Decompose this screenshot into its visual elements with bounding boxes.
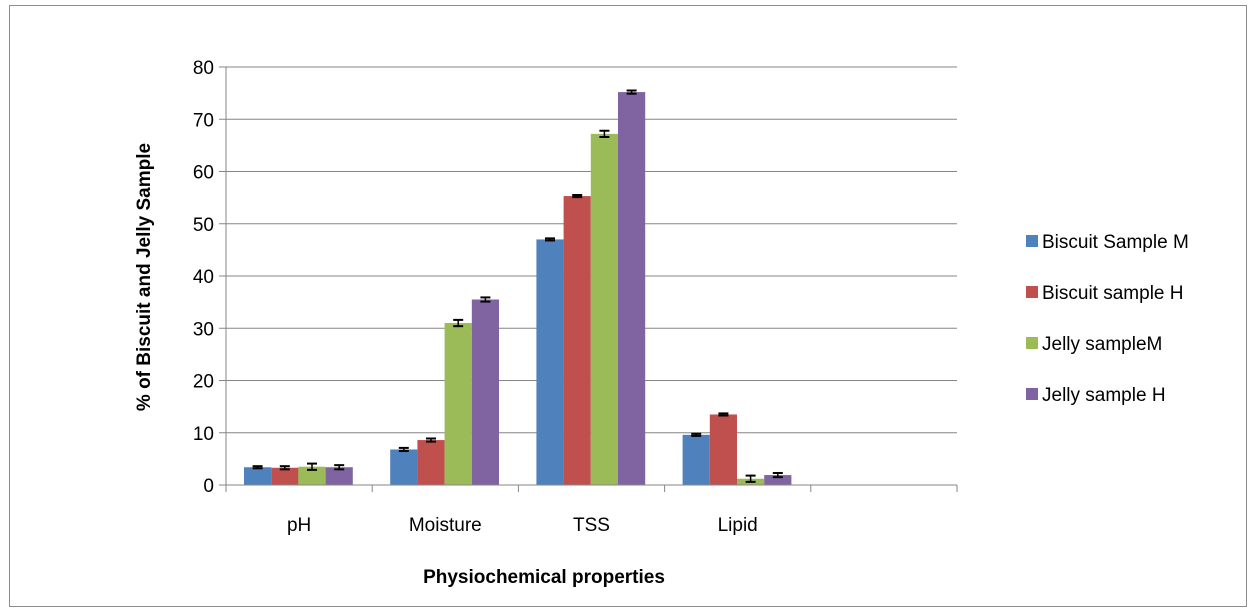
legend-swatch <box>1026 388 1038 400</box>
x-axis-title: Physiochemical properties <box>423 567 665 588</box>
y-tick-labels: 0 10 20 30 40 50 60 70 80 <box>193 58 214 497</box>
legend-swatch <box>1026 235 1038 247</box>
x-tick-label: pH <box>287 515 311 536</box>
legend-label: Biscuit Sample M <box>1042 232 1189 253</box>
legend-label: Biscuit sample H <box>1042 283 1184 304</box>
y-tick-label: 10 <box>193 424 214 445</box>
legend-label: Jelly sampleM <box>1042 334 1162 355</box>
bar <box>618 92 646 485</box>
y-tick-label: 0 <box>203 476 214 497</box>
x-tick-label: Moisture <box>409 515 482 536</box>
y-tick-label: 60 <box>193 163 214 184</box>
bar <box>563 196 591 485</box>
y-tick-label: 20 <box>193 372 214 393</box>
x-tick-label: Lipid <box>718 515 758 536</box>
bar <box>244 467 272 485</box>
y-tick-label: 70 <box>193 110 214 131</box>
legend-swatch <box>1026 286 1038 298</box>
bars <box>244 92 792 485</box>
y-tick-label: 40 <box>193 267 214 288</box>
bar <box>325 467 353 485</box>
bar <box>271 467 299 485</box>
bar <box>298 466 326 485</box>
y-tick-label: 50 <box>193 215 214 236</box>
legend: Biscuit Sample M Biscuit sample H Jelly sa… <box>1026 232 1189 406</box>
y-tick-label: 30 <box>193 319 214 340</box>
error-bars <box>226 89 957 486</box>
y-tick-label: 80 <box>193 58 214 79</box>
legend-swatch <box>1026 337 1038 349</box>
y-axis-title: % of Biscuit and Jelly Sample <box>134 143 155 411</box>
legend-label: Jelly sample H <box>1042 385 1166 406</box>
bar <box>390 449 418 485</box>
x-tick-label: TSS <box>573 515 610 536</box>
bar <box>709 414 737 485</box>
bar <box>682 434 710 485</box>
bar <box>417 440 445 485</box>
bar <box>444 323 472 485</box>
bar <box>471 299 499 485</box>
bar <box>764 475 792 485</box>
bar <box>590 133 618 485</box>
bar <box>536 239 564 485</box>
x-tick-labels: pH Moisture TSS Lipid <box>287 515 758 536</box>
